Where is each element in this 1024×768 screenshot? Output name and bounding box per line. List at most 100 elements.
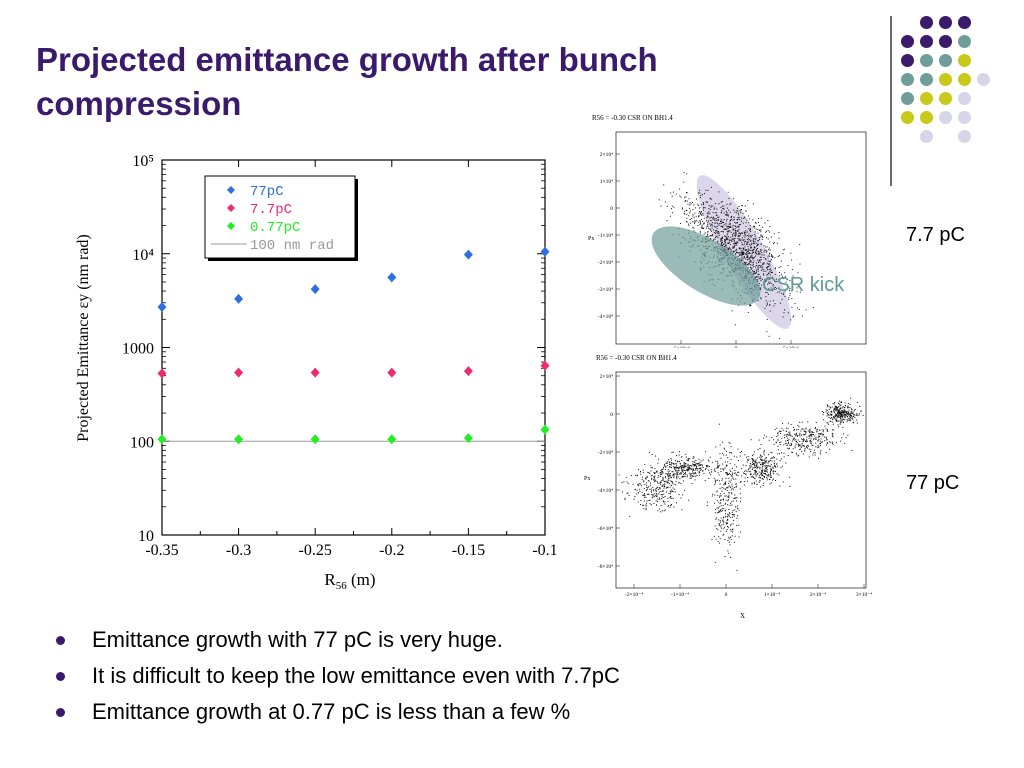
ps-particle [761, 464, 763, 466]
ps-particle [707, 230, 709, 232]
ps-particle [669, 470, 671, 472]
ps-particle [769, 274, 771, 276]
ps-particle [671, 481, 673, 483]
ps-particle [668, 504, 670, 506]
ps-particle [751, 264, 753, 266]
ps-particle [688, 465, 690, 467]
ps-particle [667, 477, 669, 479]
ps-particle [848, 420, 850, 422]
ps-particle [694, 468, 696, 470]
ps-particle [640, 473, 642, 475]
ps-particle [661, 485, 663, 487]
x-tick-label: -0.25 [299, 542, 332, 559]
ps-particle [772, 276, 774, 278]
ps-particle [738, 252, 740, 254]
ps-particle [668, 475, 670, 477]
teal-bunch-ellipse [651, 226, 761, 306]
ps-particle [720, 471, 722, 473]
ps-particle [785, 288, 787, 290]
ps-particle [644, 477, 646, 479]
ps-particle [716, 214, 718, 216]
ps-particle [842, 421, 844, 423]
ps-particle [749, 466, 751, 468]
ps-particle [827, 405, 829, 407]
ps-particle [720, 240, 722, 242]
ps-particle [660, 469, 662, 471]
ps-particle [773, 233, 775, 235]
ps-particle [729, 556, 731, 558]
ps-particle [741, 251, 743, 253]
ps-particle [753, 469, 755, 471]
ps-particle [726, 228, 728, 230]
ps-particle [729, 219, 731, 221]
ps-particle [811, 445, 813, 447]
ps-particle [683, 212, 685, 214]
ps-particle [718, 216, 720, 218]
ps-particle [775, 286, 777, 288]
ps-particle [687, 464, 689, 466]
ps-particle [671, 462, 673, 464]
ps-particle [737, 207, 739, 209]
ps-particle [762, 236, 764, 238]
ps-particle [685, 470, 687, 472]
ps-particle [657, 462, 659, 464]
ps-particle [751, 242, 753, 244]
ps-particle [752, 242, 754, 244]
ps-particle [763, 263, 765, 265]
ps-particle [740, 223, 742, 225]
ps-particle [764, 279, 766, 281]
ps-particle [849, 403, 851, 405]
ps-particle [687, 458, 689, 460]
ps-particle [734, 535, 736, 537]
ps-particle [760, 289, 762, 291]
ps-particle [669, 486, 671, 488]
ps-particle [666, 481, 668, 483]
ps-particle [735, 232, 737, 234]
ps-particle [774, 480, 776, 482]
ps-particle [759, 277, 761, 279]
decorative-dot [920, 54, 933, 67]
ps-particle [707, 220, 709, 222]
ps-particle [792, 440, 794, 442]
ps-particle [739, 233, 741, 235]
ps-particle [802, 428, 804, 430]
ps-particle [733, 514, 735, 516]
ps-particle [797, 435, 799, 437]
ps-particle [686, 173, 688, 175]
ps-particle [789, 434, 791, 436]
ps-particle [677, 470, 679, 472]
ps-particle [737, 225, 739, 227]
ps-particle [718, 510, 720, 512]
ps-particle [711, 234, 713, 236]
ps-particle [707, 236, 709, 238]
ps-particle [831, 414, 833, 416]
ps-particle [725, 477, 727, 479]
ps-particle [739, 239, 741, 241]
ps-particle [656, 504, 658, 506]
ps-particle [715, 212, 717, 214]
ps-particle [801, 315, 803, 317]
ps-particle [676, 476, 678, 478]
ps-particle [740, 531, 742, 533]
ps-particle [671, 205, 673, 207]
ps-particle [664, 469, 666, 471]
ps-particle [850, 412, 852, 414]
ps-particle [686, 192, 688, 194]
ps-particle [835, 414, 837, 416]
ps-particle [733, 514, 735, 516]
ps-particle [763, 475, 765, 477]
ps-particle [732, 250, 734, 252]
ps-particle [654, 472, 656, 474]
ps-particle [741, 205, 743, 207]
ps-particle [793, 430, 795, 432]
ps-particle [670, 503, 672, 505]
ps-particle [737, 237, 739, 239]
ps-particle [738, 216, 740, 218]
ps-particle [706, 215, 708, 217]
ps-particle [833, 403, 835, 405]
ps-particle [803, 430, 805, 432]
ps-particle [729, 230, 731, 232]
ps-particle [753, 266, 755, 268]
ps-particle [755, 464, 757, 466]
ps-particle [760, 256, 762, 258]
